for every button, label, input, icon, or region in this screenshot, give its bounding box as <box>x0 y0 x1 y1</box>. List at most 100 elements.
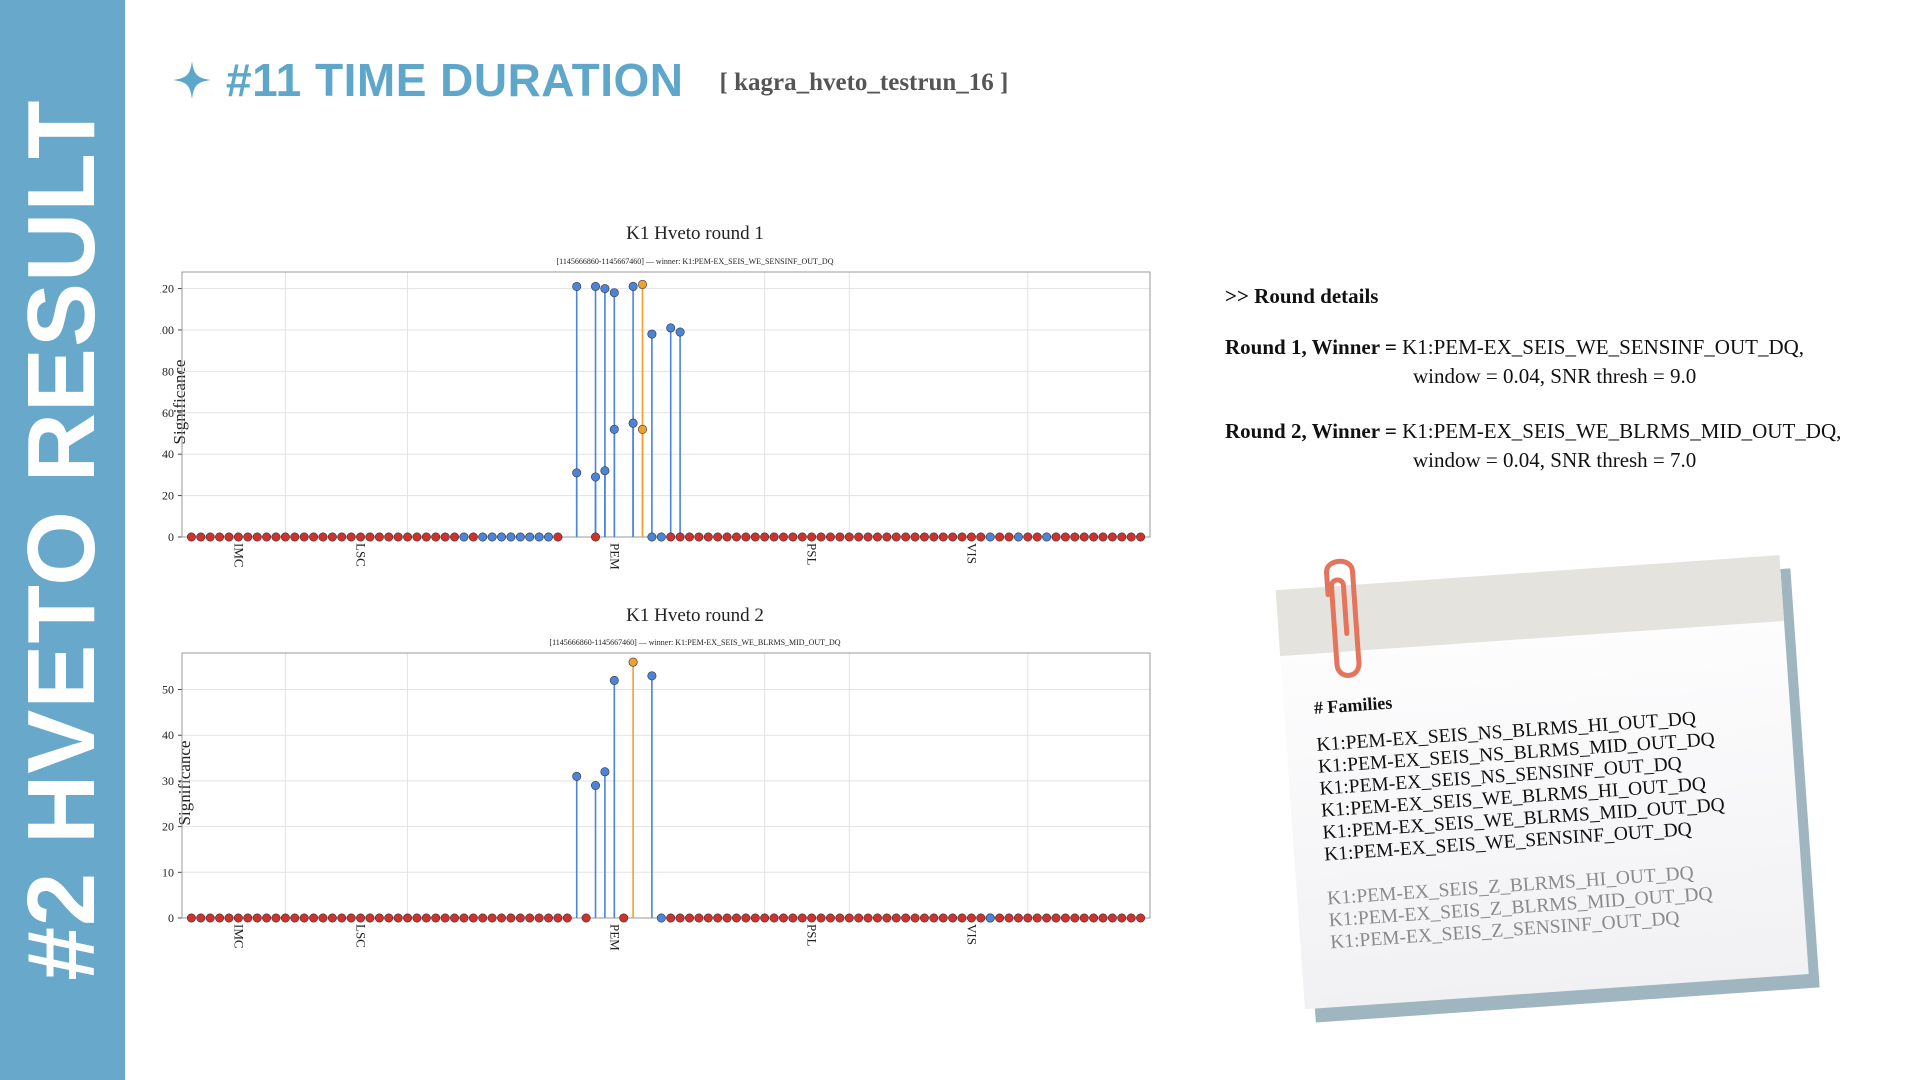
data-point <box>966 913 976 923</box>
data-point <box>280 913 290 923</box>
chart-title: K1 Hveto round 2 <box>626 605 764 626</box>
data-point <box>327 913 337 923</box>
sidebar: #2 HVETO RESULT <box>0 0 125 1080</box>
data-point <box>731 532 741 542</box>
data-point <box>280 532 290 542</box>
round-detail-1: Round 1, Winner = K1:PEM-EX_SEIS_WE_SENS… <box>1225 333 1905 391</box>
y-axis-label: Significance <box>175 741 194 826</box>
data-point <box>778 532 788 542</box>
data-point <box>459 913 469 923</box>
data-point <box>478 913 488 923</box>
data-point <box>1117 532 1127 542</box>
chart-round-2-svg: K1 Hveto round 2 [1145666860-1145667460]… <box>162 605 1151 951</box>
data-point <box>816 913 826 923</box>
data-point <box>487 913 497 923</box>
data-point <box>544 913 554 923</box>
y-tick-label: 20 <box>162 489 174 503</box>
data-point <box>196 532 206 542</box>
data-point <box>403 532 413 542</box>
y-tick-label: 80 <box>162 364 174 378</box>
y-tick-label: 120 <box>160 282 174 296</box>
data-point <box>431 532 441 542</box>
y-tick-label: 0 <box>168 911 174 925</box>
data-point <box>854 913 864 923</box>
data-point <box>797 532 807 542</box>
data-point <box>825 532 835 542</box>
data-point <box>487 532 497 542</box>
data-point <box>591 472 601 482</box>
data-point <box>365 532 375 542</box>
data-point <box>215 913 225 923</box>
data-point <box>271 913 281 923</box>
data-point <box>731 913 741 923</box>
data-point <box>666 913 676 923</box>
data-point <box>346 913 356 923</box>
data-point <box>205 532 215 542</box>
x-group-label: VIS <box>964 543 979 564</box>
data-point <box>553 532 563 542</box>
data-point <box>760 532 770 542</box>
data-point <box>769 532 779 542</box>
data-point <box>374 913 384 923</box>
data-point <box>863 913 873 923</box>
data-point <box>290 913 300 923</box>
data-point <box>1051 532 1061 542</box>
data-point <box>1079 913 1089 923</box>
data-point <box>468 532 478 542</box>
data-point <box>384 913 394 923</box>
data-point <box>919 913 929 923</box>
data-point <box>976 913 986 923</box>
chart-subtitle: [1145666860-1145667460] — winner: K1:PEM… <box>557 257 834 266</box>
data-point <box>1089 913 1099 923</box>
data-point <box>1136 532 1146 542</box>
data-point <box>1126 532 1136 542</box>
data-point <box>497 532 507 542</box>
data-point <box>318 913 328 923</box>
data-point <box>309 532 319 542</box>
data-point <box>797 913 807 923</box>
data-point <box>525 913 535 923</box>
data-point <box>609 424 619 434</box>
data-point <box>233 913 243 923</box>
data-point <box>1004 913 1014 923</box>
data-point <box>882 532 892 542</box>
x-group-label: LSC <box>354 924 369 948</box>
x-group-label: IMC <box>231 543 246 568</box>
data-point <box>562 913 572 923</box>
data-point <box>948 913 958 923</box>
round-label: Round 1, Winner = <box>1225 335 1397 359</box>
data-point <box>675 913 685 923</box>
data-point <box>318 532 328 542</box>
y-tick-label: 40 <box>162 728 174 742</box>
y-tick-label: 10 <box>162 865 174 879</box>
y-tick-label: 40 <box>162 447 174 461</box>
run-tag: [ kagra_hveto_testrun_16 ] <box>719 69 1009 96</box>
data-point <box>778 913 788 923</box>
data-point <box>647 329 657 339</box>
data-point <box>985 913 995 923</box>
data-point <box>356 913 366 923</box>
data-point <box>1013 532 1023 542</box>
data-point <box>666 323 676 333</box>
data-point <box>572 771 582 781</box>
slide-title: #11 TIME DURATION <box>226 54 684 106</box>
data-point <box>459 532 469 542</box>
data-point <box>421 532 431 542</box>
header: #11 TIME DURATION [ kagra_hveto_testrun_… <box>172 50 1008 110</box>
data-point <box>1060 913 1070 923</box>
data-point <box>1126 913 1136 923</box>
x-group-label: VIS <box>964 924 979 945</box>
data-point <box>901 913 911 923</box>
data-point <box>619 913 629 923</box>
data-point <box>872 532 882 542</box>
data-point <box>1023 913 1033 923</box>
round-details: >> Round details Round 1, Winner = K1:PE… <box>1225 282 1905 501</box>
families-note: # Families K1:PEM-EX_SEIS_NS_BLRMS_HI_OU… <box>1275 555 1820 1023</box>
data-point <box>901 532 911 542</box>
data-point <box>1032 913 1042 923</box>
data-point <box>891 532 901 542</box>
y-tick-label: 0 <box>168 530 174 544</box>
data-point <box>290 532 300 542</box>
data-point <box>957 532 967 542</box>
data-point <box>440 532 450 542</box>
